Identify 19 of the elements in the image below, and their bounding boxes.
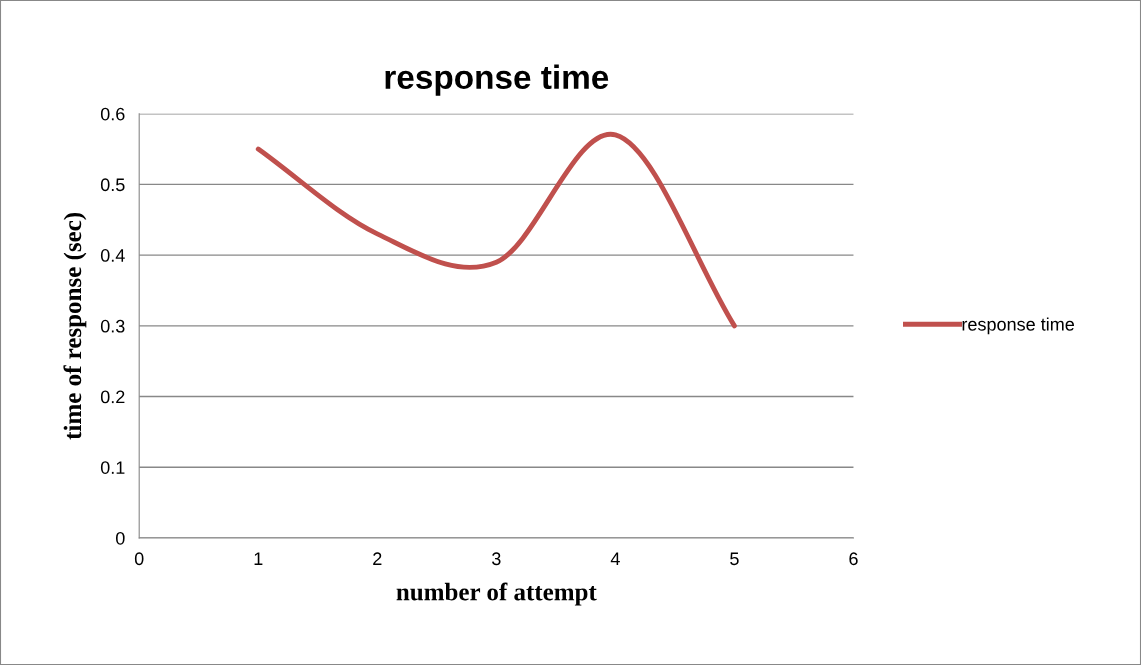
x-tick-label: 2 xyxy=(373,552,382,565)
y-tick-label: 0.6 xyxy=(100,107,125,121)
y-tick-label: 0.3 xyxy=(100,319,125,333)
y-tick-label: 0.4 xyxy=(100,249,125,262)
x-tick-label: 0 xyxy=(134,552,144,566)
legend-label: response time xyxy=(962,317,1074,335)
y-axis-title: time of response (sec) xyxy=(63,212,87,440)
x-tick-label: 6 xyxy=(849,552,858,566)
y-tick-label: 0.5 xyxy=(100,178,125,192)
y-tick-label: 0 xyxy=(115,531,125,545)
x-tick-label: 4 xyxy=(610,552,620,565)
y-tick-label: 0.2 xyxy=(100,390,125,404)
x-axis-title: number of attempt xyxy=(396,582,597,606)
line-series xyxy=(255,132,737,329)
x-tick-label: 3 xyxy=(492,552,501,566)
x-tick-label: 5 xyxy=(730,552,739,566)
x-tick-label: 1 xyxy=(254,552,263,565)
y-tick-label: 0.1 xyxy=(100,461,125,474)
chart-title: response time xyxy=(385,64,609,96)
